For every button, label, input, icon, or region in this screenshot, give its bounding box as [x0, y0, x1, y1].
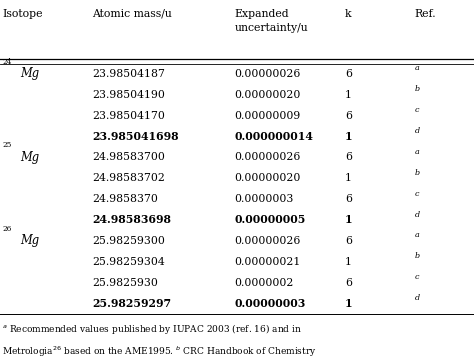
Text: b: b	[415, 252, 420, 260]
Text: Atomic mass/u: Atomic mass/u	[92, 9, 173, 19]
Text: d: d	[415, 127, 420, 135]
Text: c: c	[415, 273, 419, 281]
Text: 6: 6	[345, 111, 352, 121]
Text: 6: 6	[345, 152, 352, 162]
Text: 6: 6	[345, 69, 352, 79]
Text: 0.00000003: 0.00000003	[235, 298, 306, 309]
Text: Ref.: Ref.	[415, 9, 437, 19]
Text: b: b	[415, 169, 420, 177]
Text: 24.98583698: 24.98583698	[92, 215, 172, 225]
Text: 25.9825930: 25.9825930	[92, 278, 158, 288]
Text: 1: 1	[345, 257, 352, 267]
Text: 1: 1	[345, 131, 352, 142]
Text: 23.985041698: 23.985041698	[92, 131, 179, 142]
Text: Expanded: Expanded	[235, 9, 289, 19]
Text: 0.00000020: 0.00000020	[235, 90, 301, 100]
Text: 25.98259297: 25.98259297	[92, 298, 172, 309]
Text: 0.00000026: 0.00000026	[235, 69, 301, 79]
Text: 0.00000021: 0.00000021	[235, 257, 301, 267]
Text: Mg: Mg	[20, 151, 39, 164]
Text: 24.98583700: 24.98583700	[92, 152, 165, 162]
Text: 6: 6	[345, 194, 352, 204]
Text: 1: 1	[345, 173, 352, 183]
Text: c: c	[415, 190, 419, 198]
Text: Isotope: Isotope	[2, 9, 43, 19]
Text: 0.00000026: 0.00000026	[235, 236, 301, 246]
Text: 0.00000026: 0.00000026	[235, 152, 301, 162]
Text: 0.00000005: 0.00000005	[235, 215, 306, 225]
Text: c: c	[415, 106, 419, 114]
Text: 24: 24	[2, 58, 12, 66]
Text: 23.98504190: 23.98504190	[92, 90, 165, 100]
Text: $^{a}$ Recommended values published by IUPAC 2003 (ref. 16) and in: $^{a}$ Recommended values published by I…	[2, 322, 302, 336]
Text: Mg: Mg	[20, 67, 39, 80]
Text: 0.00000020: 0.00000020	[235, 173, 301, 183]
Text: Mg: Mg	[20, 234, 39, 247]
Text: 23.98504170: 23.98504170	[92, 111, 165, 121]
Text: 1: 1	[345, 298, 352, 309]
Text: 1: 1	[345, 215, 352, 225]
Text: 0.0000003: 0.0000003	[235, 194, 294, 204]
Text: b: b	[415, 85, 420, 93]
Text: 6: 6	[345, 278, 352, 288]
Text: 1: 1	[345, 90, 352, 100]
Text: Metrologia$^{26}$ based on the AME1995. $^{b}$ CRC Handbook of Chemistry: Metrologia$^{26}$ based on the AME1995. …	[2, 345, 317, 359]
Text: 23.98504187: 23.98504187	[92, 69, 165, 79]
Text: 0.00000009: 0.00000009	[235, 111, 301, 121]
Text: 6: 6	[345, 236, 352, 246]
Text: 25.98259304: 25.98259304	[92, 257, 165, 267]
Text: 0.000000014: 0.000000014	[235, 131, 313, 142]
Text: a: a	[415, 64, 419, 72]
Text: 0.0000002: 0.0000002	[235, 278, 294, 288]
Text: k: k	[345, 9, 352, 19]
Text: a: a	[415, 148, 419, 156]
Text: 26: 26	[2, 225, 12, 233]
Text: d: d	[415, 211, 420, 219]
Text: 25.98259300: 25.98259300	[92, 236, 165, 246]
Text: d: d	[415, 294, 420, 302]
Text: a: a	[415, 231, 419, 239]
Text: 25: 25	[2, 141, 12, 149]
Text: uncertainty/u: uncertainty/u	[235, 23, 309, 33]
Text: 24.9858370: 24.9858370	[92, 194, 158, 204]
Text: 24.98583702: 24.98583702	[92, 173, 165, 183]
